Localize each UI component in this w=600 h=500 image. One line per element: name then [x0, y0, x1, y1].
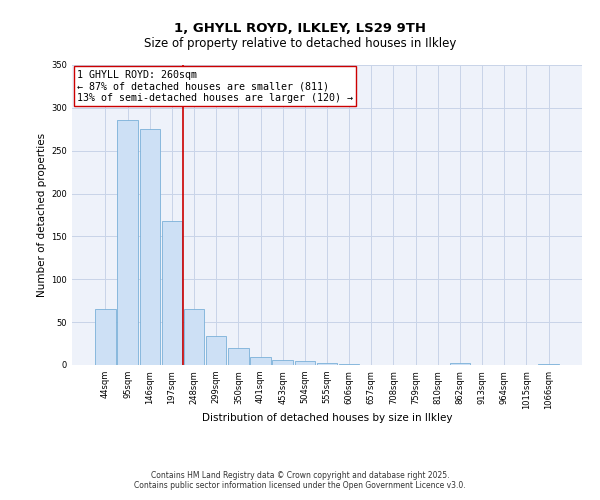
Text: Size of property relative to detached houses in Ilkley: Size of property relative to detached ho…: [144, 38, 456, 51]
Bar: [339, 364, 359, 365]
Bar: [184, 310, 204, 365]
Text: Contains HM Land Registry data © Crown copyright and database right 2025.
Contai: Contains HM Land Registry data © Crown c…: [134, 470, 466, 490]
Text: 1 GHYLL ROYD: 260sqm
← 87% of detached houses are smaller (811)
13% of semi-deta: 1 GHYLL ROYD: 260sqm ← 87% of detached h…: [77, 70, 353, 102]
X-axis label: Distribution of detached houses by size in Ilkley: Distribution of detached houses by size …: [202, 413, 452, 423]
Bar: [228, 348, 248, 365]
Bar: [538, 364, 559, 365]
Bar: [161, 221, 182, 365]
Bar: [206, 336, 226, 365]
Bar: [295, 360, 315, 365]
Bar: [450, 364, 470, 365]
Text: 1, GHYLL ROYD, ILKLEY, LS29 9TH: 1, GHYLL ROYD, ILKLEY, LS29 9TH: [174, 22, 426, 36]
Bar: [272, 360, 293, 365]
Bar: [250, 358, 271, 365]
Bar: [317, 364, 337, 365]
Bar: [118, 120, 138, 365]
Bar: [95, 310, 116, 365]
Y-axis label: Number of detached properties: Number of detached properties: [37, 133, 47, 297]
Bar: [140, 130, 160, 365]
